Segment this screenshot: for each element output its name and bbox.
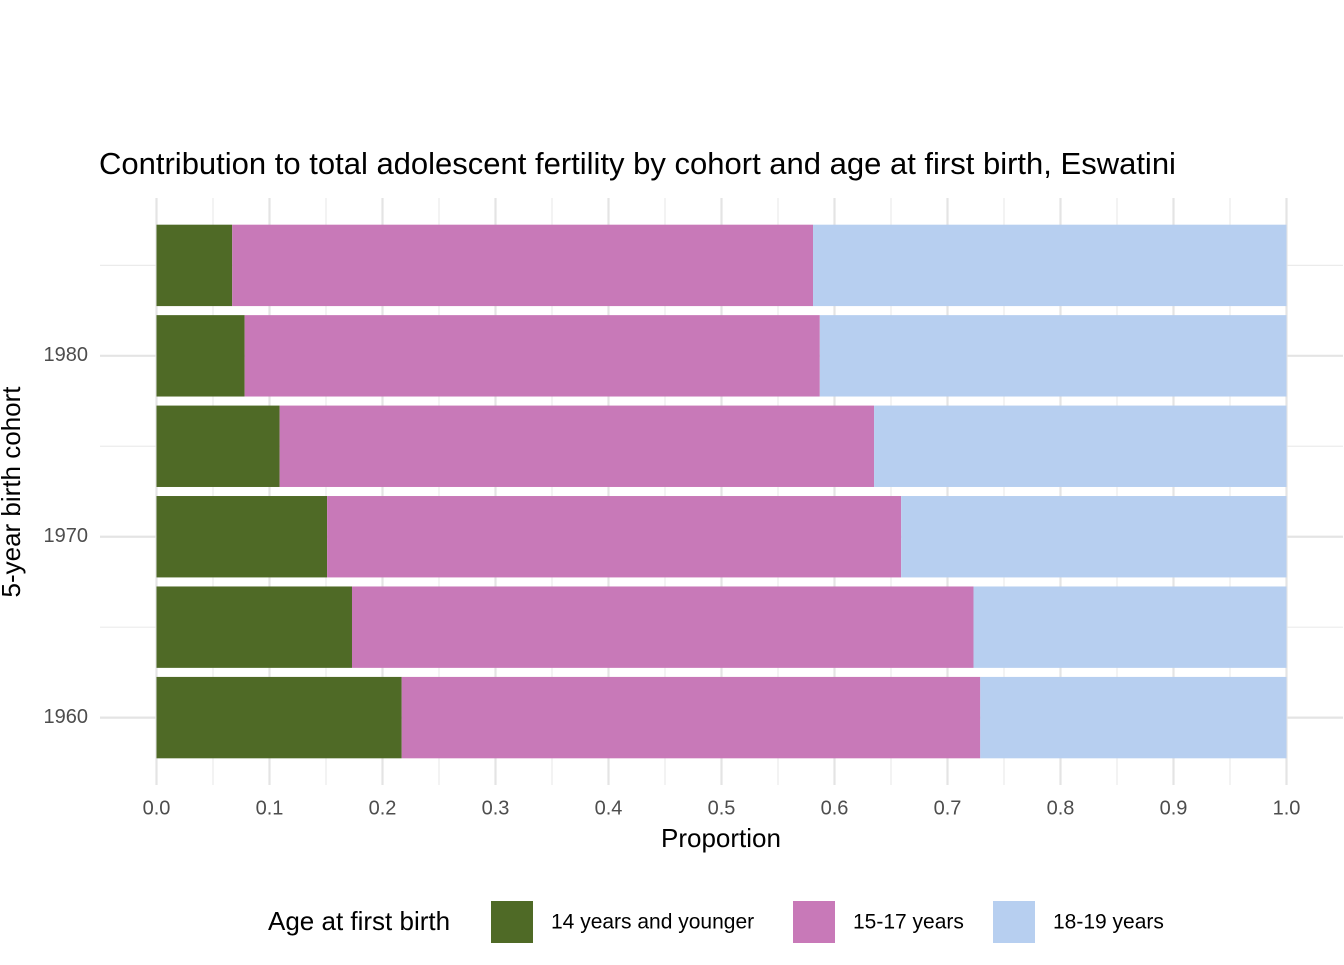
bar-segment bbox=[351, 586, 974, 668]
y-tick-label: 1960 bbox=[44, 706, 89, 728]
x-tick-label: 0.6 bbox=[821, 797, 849, 819]
x-tick-label: 0.1 bbox=[256, 797, 284, 819]
legend-key bbox=[793, 901, 835, 943]
legend-key bbox=[993, 901, 1035, 943]
legend-title: Age at first birth bbox=[268, 906, 450, 936]
bar-segment bbox=[973, 586, 1287, 668]
bar-segment bbox=[813, 224, 1287, 307]
x-tick-label: 1.0 bbox=[1273, 797, 1301, 819]
chart-title: Contribution to total adolescent fertili… bbox=[99, 146, 1176, 181]
x-tick-label: 0.4 bbox=[595, 797, 623, 819]
x-tick-label: 0.2 bbox=[369, 797, 397, 819]
y-axis-title: 5-year birth cohort bbox=[0, 386, 26, 598]
bar-segment bbox=[401, 676, 981, 759]
bar-segment bbox=[156, 315, 245, 397]
bar-segment bbox=[874, 405, 1287, 487]
x-tick-label: 0.0 bbox=[143, 797, 171, 819]
bar-segment bbox=[901, 496, 1287, 578]
legend-key bbox=[491, 901, 533, 943]
x-tick-label: 0.8 bbox=[1047, 797, 1075, 819]
bar-segment bbox=[156, 586, 352, 668]
legend-label: 15-17 years bbox=[853, 911, 964, 934]
bar-segment bbox=[279, 405, 875, 487]
bar-segment bbox=[327, 496, 902, 578]
bar-segment bbox=[980, 676, 1287, 759]
bar-segment bbox=[819, 315, 1287, 397]
x-axis-title: Proportion bbox=[661, 823, 781, 853]
x-tick-label: 0.3 bbox=[482, 797, 510, 819]
bar-segment bbox=[156, 496, 328, 578]
legend-label: 14 years and younger bbox=[551, 911, 754, 934]
y-tick-label: 1980 bbox=[44, 344, 89, 366]
x-tick-label: 0.5 bbox=[708, 797, 736, 819]
bar-segment bbox=[156, 224, 233, 307]
legend-label: 18-19 years bbox=[1053, 911, 1164, 934]
bar-segment bbox=[156, 405, 280, 487]
bar-segment bbox=[244, 315, 820, 397]
x-tick-label: 0.9 bbox=[1160, 797, 1188, 819]
y-tick-label: 1970 bbox=[44, 525, 89, 547]
x-tick-label: 0.7 bbox=[934, 797, 962, 819]
bar-segment bbox=[232, 224, 814, 307]
bar-segment bbox=[156, 676, 402, 759]
